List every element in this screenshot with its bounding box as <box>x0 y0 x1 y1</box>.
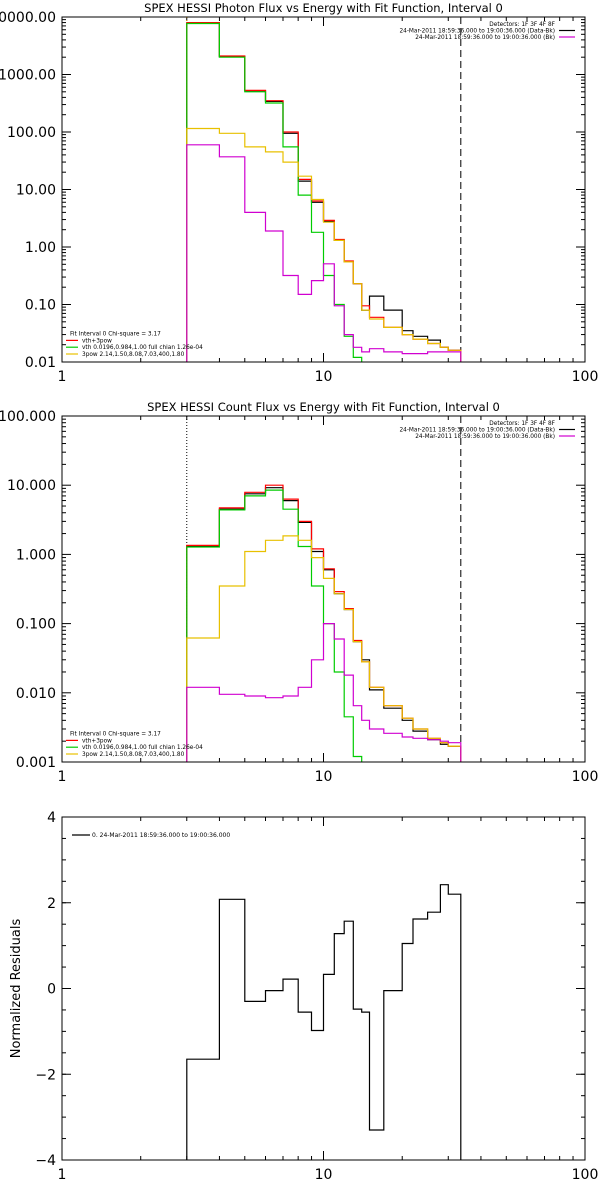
panel-2: SPEX HESSI Count Flux vs Energy with Fit… <box>0 400 599 785</box>
y-tick-label: 1.00 <box>25 240 56 256</box>
legend-top-text: Detectors: 1F 3F 4F 8F <box>489 421 555 427</box>
x-tick-label: 10 <box>315 1167 333 1183</box>
legend-bottom-text: vth+3pow <box>82 338 112 344</box>
x-tick-label: 1 <box>58 1167 67 1183</box>
plot-area <box>186 416 462 762</box>
y-tick-label: 0.010 <box>16 686 56 702</box>
plot-frame <box>61 16 586 363</box>
x-tick-label: 1 <box>58 369 67 385</box>
y-tick-label: 1.000 <box>16 547 56 563</box>
series-bk <box>186 623 462 762</box>
y-tick-label: −2 <box>35 1067 56 1083</box>
series-3pow <box>186 535 462 762</box>
plot-area <box>186 884 462 1160</box>
panel-1: SPEX HESSI Photon Flux vs Energy with Fi… <box>0 1 599 385</box>
y-tick-label: 100.000 <box>0 409 56 425</box>
chart-title: SPEX HESSI Photon Flux vs Energy with Fi… <box>144 1 503 15</box>
legend-bottom-text: 3pow 2.14,1.50,8.08,7.03,400,1.80 <box>82 352 185 358</box>
y-tick-label: 2 <box>47 896 56 912</box>
legend-top-text: 24-Mar-2011 18:59:36.000 to 19:00:36.000… <box>415 434 555 440</box>
legend-bottom-text: vth 0.0196,0.984,1.00 full chian 1.26e-0… <box>82 345 203 351</box>
y-tick-label: 4 <box>47 810 56 826</box>
series-0-24-mar-2011-18-59-36-000-to-19-00-36-000 <box>186 884 462 1160</box>
y-tick-label: 0.01 <box>25 355 56 371</box>
plot-area <box>186 17 462 362</box>
y-tick-label: 100.00 <box>7 125 56 141</box>
y-tick-label: 0.10 <box>25 298 56 314</box>
series-bk <box>186 144 462 362</box>
y-tick-label: 1000.00 <box>0 68 56 84</box>
y-tick-label: 10.00 <box>16 183 56 199</box>
plot-frame <box>61 816 586 1161</box>
y-tick-label: 0 <box>47 982 56 998</box>
legend-top-text: 24-Mar-2011 18:59:36.000 to 19:00:36.000… <box>415 35 555 41</box>
x-tick-label: 10 <box>315 769 333 785</box>
x-tick-label: 100 <box>572 369 599 385</box>
y-tick-label: 0.001 <box>16 755 56 771</box>
legend-bottom-text: Fit Interval 0 Chi-square = 3.17 <box>70 732 161 738</box>
x-tick-label: 100 <box>572 1167 599 1183</box>
legend-bottom-text: vth+3pow <box>82 738 112 744</box>
x-tick-label: 1 <box>58 769 67 785</box>
legend-top-text: 24-Mar-2011 18:59:36.000 to 19:00:36.000… <box>399 29 555 35</box>
series-3pow <box>186 127 462 362</box>
legend-bottom-text: 3pow 2.14,1.50,8.08,7.03,400,1.80 <box>82 752 185 758</box>
legend-top-text: 24-Mar-2011 18:59:36.000 to 19:00:36.000… <box>399 428 555 434</box>
y-axis-label: Normalized Residuals <box>9 919 24 1059</box>
plot-frame <box>61 415 586 763</box>
y-tick-label: 10.000 <box>7 478 56 494</box>
x-tick-label: 10 <box>315 369 333 385</box>
series-vth <box>186 489 363 762</box>
y-tick-label: −4 <box>35 1153 56 1169</box>
legend-top-text: 0. 24-Mar-2011 18:59:36.000 to 19:00:36.… <box>92 832 230 839</box>
legend-bottom-text: vth 0.0196,0.984,1.00 full chian 1.26e-0… <box>82 745 203 751</box>
legend-bottom-text: Fit Interval 0 Chi-square = 3.17 <box>70 332 161 338</box>
chart-title: SPEX HESSI Count Flux vs Energy with Fit… <box>147 400 500 414</box>
x-tick-label: 100 <box>572 769 599 785</box>
y-tick-label: 0.100 <box>16 617 56 633</box>
legend-top-text: Detectors: 1F 3F 4F 8F <box>489 22 555 28</box>
panel-3: 1 10 100 4 2 0 −2 −4 Normalized Residuals 0. 24-M… <box>9 810 599 1183</box>
series-vth <box>186 22 363 362</box>
